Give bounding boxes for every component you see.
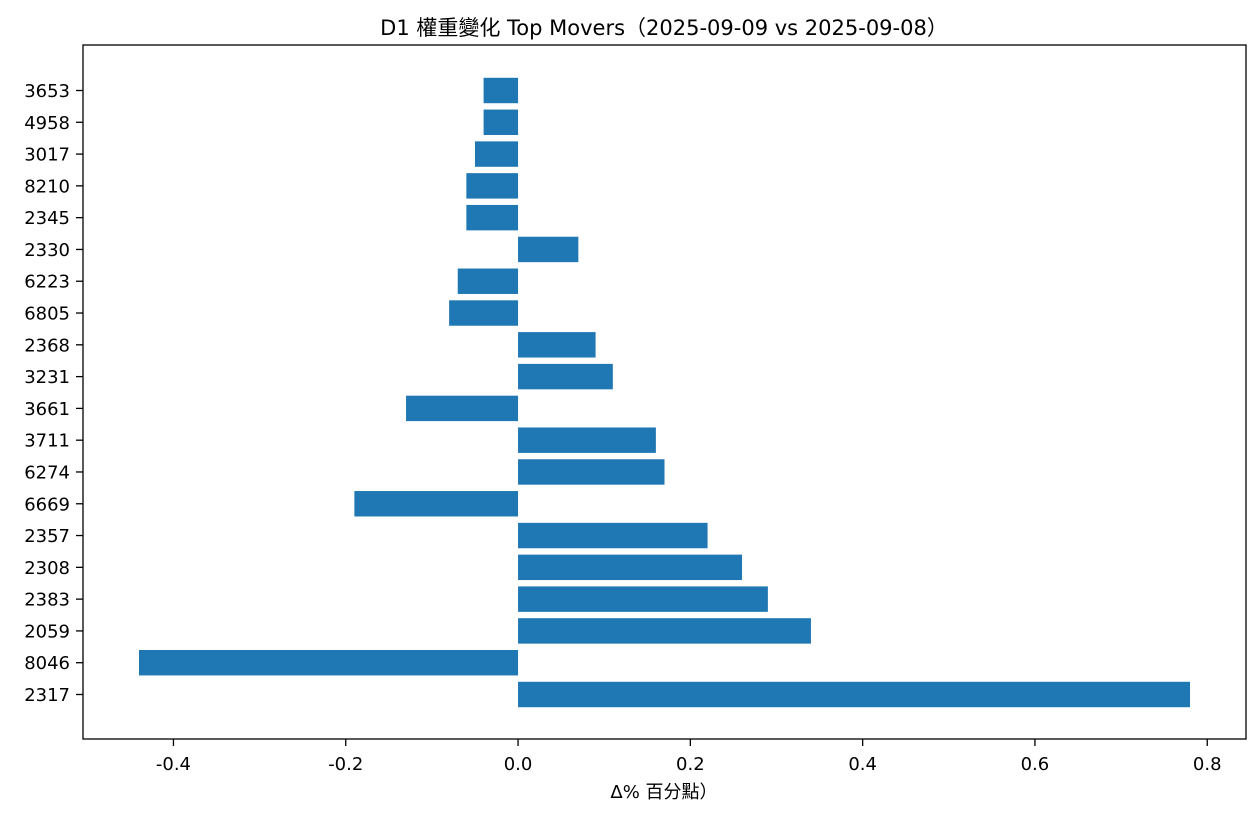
y-tick-label: 6274	[24, 462, 70, 483]
bar-2308	[518, 554, 743, 581]
bar-2383	[518, 586, 768, 612]
bar-3711	[518, 427, 656, 453]
y-tick-label: 2059	[24, 621, 70, 642]
y-tick-label: 2383	[24, 590, 70, 611]
plot-frame	[82, 44, 1247, 740]
axes-layer: -0.4 -0.2 0.0 0.2 0.4 0.6 0.8 2317 8046 2059 2383 2…	[24, 44, 1247, 775]
y-tick-label: 3017	[24, 145, 70, 166]
y-tick-label: 2308	[24, 558, 70, 579]
y-tick-label: 3231	[24, 367, 70, 388]
y-tick-label: 8210	[24, 176, 70, 197]
y-tick-label: 3711	[24, 431, 70, 452]
bar-2357	[518, 522, 708, 549]
bar-3661	[406, 395, 519, 422]
y-tick-label: 2368	[24, 335, 70, 356]
bar-8210	[466, 173, 519, 199]
y-tick-label: 8046	[24, 653, 70, 674]
bar-2368	[518, 332, 596, 358]
x-axis-label: Δ% 百分點）	[610, 782, 717, 803]
y-tick-label: 3661	[24, 399, 70, 420]
bars-layer	[138, 77, 1191, 708]
y-tick-label: 6669	[24, 494, 70, 515]
bar-3017	[474, 141, 519, 167]
y-tick-label: 2330	[24, 240, 70, 261]
bar-3653	[483, 77, 519, 104]
bar-6223	[457, 268, 519, 294]
y-tick-label: 2317	[24, 685, 70, 706]
x-tick-label: 0.4	[848, 754, 877, 775]
y-tick-label: 6223	[24, 272, 70, 293]
bar-2345	[466, 204, 519, 231]
bar-6669	[354, 491, 519, 517]
y-tick-label: 4958	[24, 113, 70, 134]
bar-2330	[518, 236, 579, 263]
bar-4958	[483, 109, 519, 136]
bar-2059	[518, 618, 811, 644]
bar-6274	[518, 459, 665, 485]
y-tick-label: 2345	[24, 208, 70, 229]
y-tick-label: 2357	[24, 526, 70, 547]
x-tick-label: -0.4	[156, 754, 191, 775]
bar-3231	[518, 363, 613, 390]
y-tick-label: 3653	[24, 81, 70, 102]
bar-6805	[449, 300, 519, 326]
bar-2317	[518, 681, 1191, 708]
bar-8046	[138, 649, 519, 676]
x-tick-label: 0.6	[1021, 754, 1050, 775]
x-tick-label: -0.2	[328, 754, 363, 775]
x-tick-label: 0.0	[504, 754, 533, 775]
x-tick-label: 0.8	[1193, 754, 1222, 775]
y-tick-label: 6805	[24, 304, 70, 325]
x-tick-label: 0.2	[676, 754, 705, 775]
chart-title: D1 權重變化 Top Movers（2025-09-09 vs 2025-09…	[380, 16, 948, 40]
